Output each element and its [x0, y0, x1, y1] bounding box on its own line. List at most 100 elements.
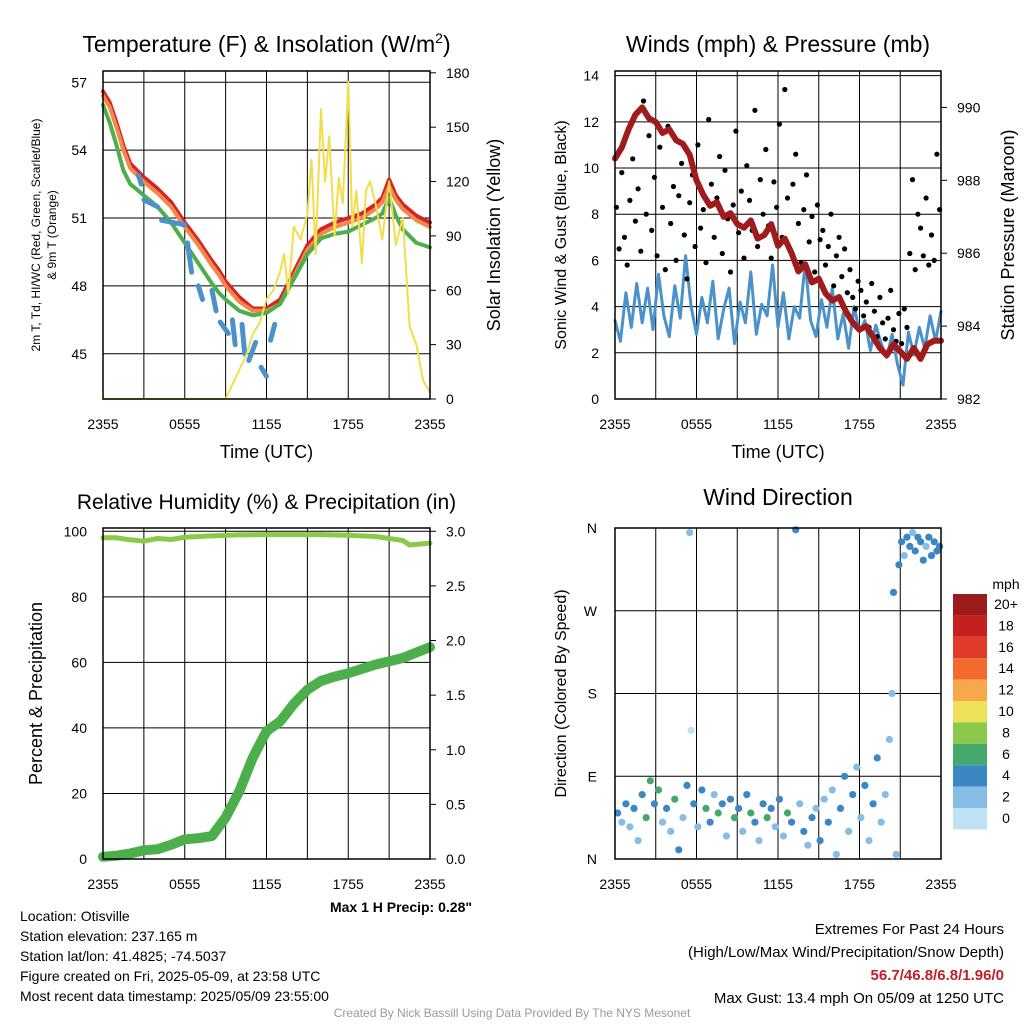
- direction-point: [911, 547, 919, 555]
- station-elevation: Station elevation: 237.165 m: [20, 928, 198, 944]
- direction-point: [686, 529, 694, 537]
- gust-point: [784, 195, 791, 201]
- windchill-segment: [159, 217, 188, 228]
- direction-point: [646, 777, 654, 785]
- gust-point: [855, 278, 861, 284]
- direction-point: [919, 556, 927, 564]
- direction-point: [735, 804, 743, 813]
- y2-tick-label: 120: [446, 174, 470, 190]
- chart-title: Wind Direction: [703, 484, 853, 510]
- gust-point: [909, 177, 916, 183]
- chart-title: Relative Humidity (%) & Precipitation (i…: [77, 491, 456, 514]
- precip-line: [98, 642, 435, 862]
- direction-point: [618, 818, 626, 826]
- gust-point: [863, 299, 869, 305]
- y2-axis-label: Station Pressure (Maroon): [998, 129, 1018, 340]
- gust-point: [803, 172, 810, 178]
- credit-line: Created By Nick Bassill Using Data Provi…: [333, 1006, 691, 1020]
- gust-point: [627, 197, 633, 203]
- gust-point: [657, 144, 663, 150]
- direction-point: [739, 827, 747, 836]
- station-info: Location: Otisville Station elevation: 2…: [20, 906, 329, 1006]
- chart-title: Temperature (F) & Insolation (W/m2): [82, 30, 450, 57]
- gust-point: [700, 207, 706, 213]
- y-tick-label: 48: [71, 278, 87, 294]
- direction-point: [626, 823, 634, 831]
- gust-point: [646, 133, 652, 139]
- direction-point: [614, 809, 622, 817]
- y-tick-label: E: [588, 768, 597, 784]
- gust-point: [630, 156, 636, 162]
- windchill-segment: [229, 317, 238, 348]
- gust-point: [850, 294, 856, 300]
- y-tick-label: 51: [71, 210, 87, 226]
- y2-tick-label: 988: [957, 172, 981, 188]
- gust-point: [923, 195, 929, 201]
- direction-point: [690, 800, 698, 808]
- gust-point: [741, 255, 747, 261]
- gust-point: [670, 183, 677, 190]
- gust-point: [814, 202, 821, 208]
- y2-tick-label: 60: [446, 282, 462, 298]
- gust-point: [738, 188, 744, 194]
- gust-point: [684, 276, 690, 282]
- y-tick-label: 45: [71, 346, 87, 362]
- gust-point: [817, 237, 823, 243]
- gust-point: [869, 280, 875, 287]
- gust-point: [852, 306, 859, 312]
- gust-point: [632, 218, 639, 224]
- extremes-values: 56.7/46.8/6.8/1.96/0: [870, 967, 1004, 984]
- y-tick-label: W: [584, 603, 598, 619]
- gust-point: [809, 213, 815, 220]
- y2-tick-label: 0.5: [446, 796, 466, 812]
- direction-point: [634, 837, 642, 845]
- legend-label: 10: [998, 703, 1014, 719]
- y2-tick-label: 180: [446, 65, 470, 81]
- y2-tick-label: 0.0: [446, 851, 466, 867]
- gust-point: [621, 234, 628, 240]
- y2-tick-label: 150: [446, 119, 470, 135]
- y-tick-label: 40: [71, 720, 87, 736]
- y2-tick-label: 3.0: [446, 523, 466, 539]
- plot-border: [614, 70, 942, 400]
- y-tick-label: N: [587, 851, 597, 867]
- gust-point: [801, 207, 807, 213]
- direction-point: [767, 804, 775, 813]
- x-tick-label: 1155: [763, 876, 793, 892]
- gust-point: [736, 230, 742, 236]
- y-tick-label: 80: [71, 589, 87, 605]
- gust-point: [928, 232, 935, 238]
- y-tick-label: 8: [591, 206, 599, 222]
- y-tick-label: 100: [64, 523, 88, 539]
- direction-point: [706, 818, 714, 826]
- gust-point: [746, 197, 753, 203]
- y2-tick-label: 984: [957, 318, 981, 334]
- y-tick-label: 6: [591, 252, 599, 268]
- legend-swatch: [953, 594, 987, 616]
- gust-point: [679, 160, 685, 166]
- gust-point: [727, 269, 734, 275]
- y-axis-label: Direction (Colored By Speed): [553, 589, 570, 797]
- gust-point: [692, 243, 698, 250]
- gust-point: [668, 220, 674, 227]
- x-tick-label: 0555: [169, 416, 200, 432]
- direction-point: [730, 814, 739, 822]
- x-tick-label: 1755: [333, 876, 364, 892]
- direction-point: [908, 529, 917, 537]
- x-tick-label: 2355: [925, 416, 956, 432]
- direction-point: [683, 781, 691, 790]
- gust-point: [907, 250, 913, 257]
- gust-point: [888, 287, 894, 293]
- legend-label: 16: [998, 639, 1014, 655]
- direction-point: [873, 754, 881, 762]
- direction-point: [853, 763, 861, 771]
- gust-point: [717, 153, 723, 160]
- gust-point: [842, 246, 848, 252]
- gust-point: [839, 274, 845, 280]
- gust-point: [730, 202, 736, 208]
- x-axis-label: Time (UTC): [731, 442, 824, 462]
- gust-point: [847, 267, 853, 273]
- gust-point: [695, 142, 701, 148]
- windchill-segment: [209, 287, 219, 314]
- direction-point: [718, 800, 726, 808]
